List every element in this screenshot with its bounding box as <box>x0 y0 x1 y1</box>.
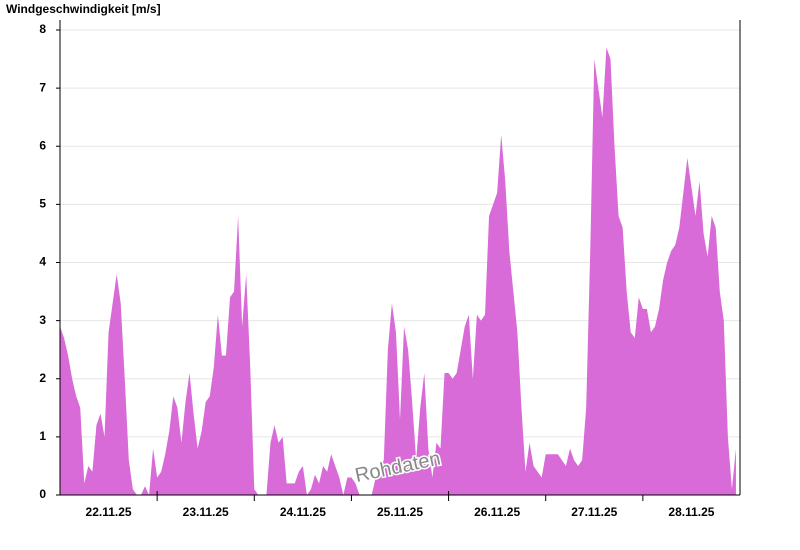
y-tick-label: 6 <box>39 138 46 152</box>
x-tick-label: 26.11.25 <box>474 505 520 519</box>
y-tick-label: 7 <box>39 80 46 94</box>
x-tick-label: 23.11.25 <box>183 505 229 519</box>
y-tick-label: 4 <box>39 255 46 269</box>
chart-title: Windgeschwindigkeit [m/s] <box>6 2 161 16</box>
x-tick-label: 28.11.25 <box>668 505 714 519</box>
y-tick-label: 8 <box>39 22 46 36</box>
x-tick-label: 27.11.25 <box>571 505 617 519</box>
x-tick-label: 24.11.25 <box>280 505 326 519</box>
y-tick-label: 3 <box>39 313 46 327</box>
y-tick-label: 5 <box>39 197 46 211</box>
x-tick-label: 22.11.25 <box>86 505 132 519</box>
y-tick-label: 2 <box>39 371 46 385</box>
y-tick-label: 1 <box>39 429 46 443</box>
y-tick-label: 0 <box>39 487 46 501</box>
x-tick-label: 25.11.25 <box>377 505 423 519</box>
wind-area <box>60 47 736 495</box>
